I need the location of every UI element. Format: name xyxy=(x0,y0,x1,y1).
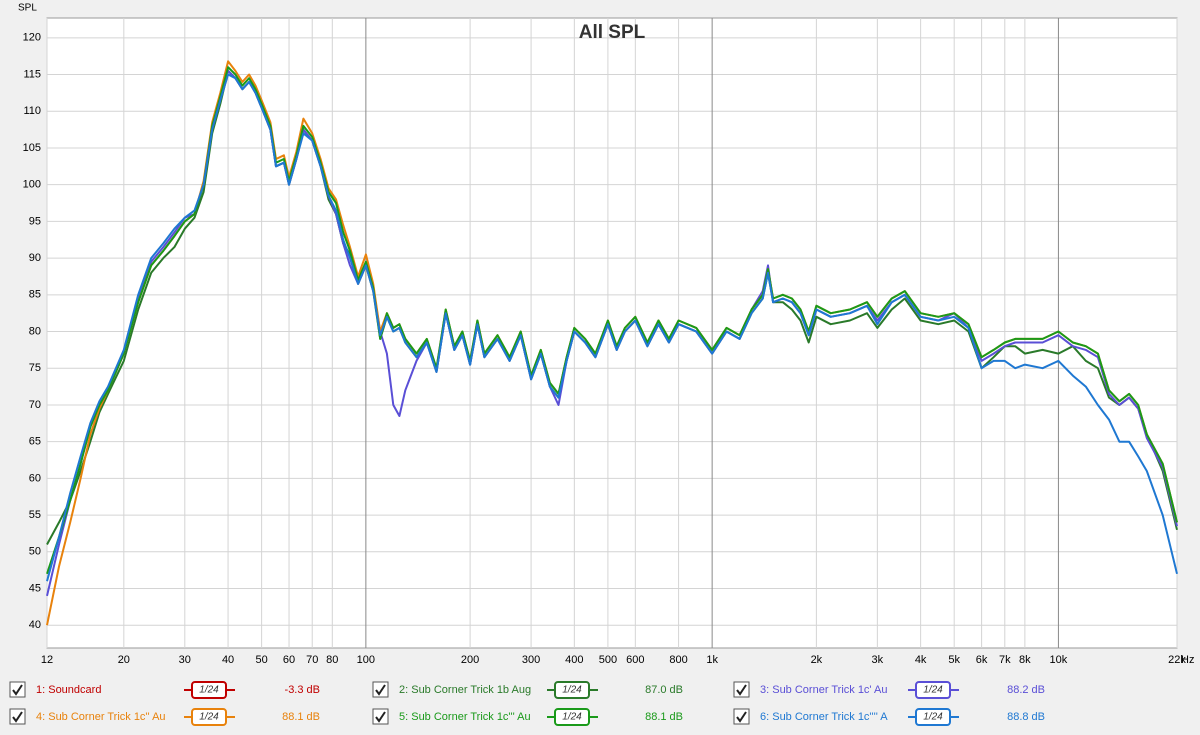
smoothing-label: 1/24 xyxy=(199,685,219,696)
y-tick-label: 40 xyxy=(29,619,41,631)
y-tick-label: 115 xyxy=(23,68,41,80)
x-tick-label: 80 xyxy=(326,654,338,666)
legend-name: 1: Soundcard xyxy=(36,684,101,696)
smoothing-box[interactable] xyxy=(915,708,951,726)
y-tick-label: 55 xyxy=(29,509,41,521)
chart-title: All SPL xyxy=(579,22,646,43)
x-tick-label: 20 xyxy=(118,654,130,666)
y-tick-label: 110 xyxy=(23,105,41,117)
x-axis-label: Hz xyxy=(1181,654,1194,666)
x-tick-label: 100 xyxy=(357,654,375,666)
legend-level: 88.1 dB xyxy=(282,711,320,723)
x-tick-label: 200 xyxy=(461,654,479,666)
y-tick-label: 95 xyxy=(29,215,41,227)
legend-checkbox[interactable] xyxy=(733,708,750,725)
smoothing-box[interactable] xyxy=(915,681,951,699)
legend: 1: Soundcard 1/24 -3.3 dB 2: Sub Corner Tri… xyxy=(9,681,1045,726)
axis-labels: 40 45 50 55 60 65 70 75 80 85 90 95 100 105 110 115 120 1… xyxy=(23,32,1187,666)
y-tick-label: 50 xyxy=(29,546,41,558)
x-tick-label: 5k xyxy=(948,654,960,666)
smoothing-label: 1/24 xyxy=(199,712,219,723)
x-tick-label: 600 xyxy=(626,654,644,666)
legend-entry: 4: Sub Corner Trick 1c'' Au 1/24 88.1 dB xyxy=(9,708,320,726)
smoothing-label: 1/24 xyxy=(923,685,943,696)
y-tick-label: 90 xyxy=(29,252,41,264)
x-tick-label: 7k xyxy=(999,654,1011,666)
x-tick-label: 40 xyxy=(222,654,234,666)
x-tick-label: 12 xyxy=(41,654,53,666)
legend-name: 4: Sub Corner Trick 1c'' Au xyxy=(36,711,166,723)
smoothing-box[interactable] xyxy=(191,708,227,726)
x-tick-label: 2k xyxy=(811,654,823,666)
legend-entry: 3: Sub Corner Trick 1c' Au 1/24 88.2 dB xyxy=(733,681,1045,699)
check-mark xyxy=(736,711,747,723)
legend-checkbox[interactable] xyxy=(733,681,750,698)
x-tick-label: 6k xyxy=(976,654,988,666)
x-tick-label: 400 xyxy=(565,654,583,666)
smoothing-label: 1/24 xyxy=(562,712,582,723)
spl-curve xyxy=(46,73,1178,582)
check-mark xyxy=(375,711,386,723)
y-tick-label: 70 xyxy=(29,399,41,411)
y-tick-label: 60 xyxy=(29,472,41,484)
x-tick-label: 30 xyxy=(179,654,191,666)
legend-level: 88.2 dB xyxy=(1007,684,1045,696)
legend-name: 6: Sub Corner Trick 1c'''' A xyxy=(760,711,888,723)
grid xyxy=(46,18,1178,648)
smoothing-label: 1/24 xyxy=(562,685,582,696)
legend-level: 87.0 dB xyxy=(645,684,683,696)
x-tick-label: 4k xyxy=(915,654,927,666)
legend-name: 3: Sub Corner Trick 1c' Au xyxy=(760,684,887,696)
y-tick-label: 105 xyxy=(23,142,41,154)
legend-entry: 6: Sub Corner Trick 1c'''' A 1/24 88.8 dB xyxy=(733,708,1045,726)
x-tick-label: 800 xyxy=(669,654,687,666)
legend-level: 88.1 dB xyxy=(645,711,683,723)
x-tick-label: 1k xyxy=(706,654,718,666)
check-mark xyxy=(736,684,747,696)
y-tick-label: 75 xyxy=(29,362,41,374)
y-axis-label: SPL xyxy=(18,3,37,14)
legend-level: -3.3 dB xyxy=(285,684,320,696)
legend-name: 5: Sub Corner Trick 1c''' Au xyxy=(399,711,531,723)
x-tick-label: 3k xyxy=(872,654,884,666)
x-tick-label: 22k xyxy=(1168,654,1186,666)
legend-level: 88.8 dB xyxy=(1007,711,1045,723)
y-tick-label: 100 xyxy=(23,179,41,191)
x-tick-label: 8k xyxy=(1019,654,1031,666)
legend-checkbox[interactable] xyxy=(9,708,26,725)
y-tick-label: 85 xyxy=(29,289,41,301)
check-mark xyxy=(375,684,386,696)
y-tick-label: 120 xyxy=(23,32,41,44)
x-tick-label: 300 xyxy=(522,654,540,666)
x-tick-label: 50 xyxy=(255,654,267,666)
x-tick-label: 500 xyxy=(599,654,617,666)
curves xyxy=(46,60,1178,626)
y-tick-label: 45 xyxy=(29,582,41,594)
legend-checkbox[interactable] xyxy=(372,708,389,725)
y-tick-label: 65 xyxy=(29,436,41,448)
check-mark xyxy=(12,684,23,696)
x-tick-label: 70 xyxy=(306,654,318,666)
smoothing-box[interactable] xyxy=(191,681,227,699)
smoothing-box[interactable] xyxy=(554,708,590,726)
legend-name: 2: Sub Corner Trick 1b Aug xyxy=(399,684,531,696)
smoothing-box[interactable] xyxy=(554,681,590,699)
smoothing-label: 1/24 xyxy=(923,712,943,723)
check-mark xyxy=(12,711,23,723)
legend-entry: 1: Soundcard 1/24 -3.3 dB xyxy=(9,681,320,699)
x-tick-label: 60 xyxy=(283,654,295,666)
legend-checkbox[interactable] xyxy=(372,681,389,698)
legend-checkbox[interactable] xyxy=(9,681,26,698)
legend-entry: 2: Sub Corner Trick 1b Aug 1/24 87.0 dB xyxy=(372,681,683,699)
legend-entry: 5: Sub Corner Trick 1c''' Au 1/24 88.1 dB xyxy=(372,708,683,726)
y-tick-label: 80 xyxy=(29,325,41,337)
x-tick-label: 10k xyxy=(1050,654,1068,666)
